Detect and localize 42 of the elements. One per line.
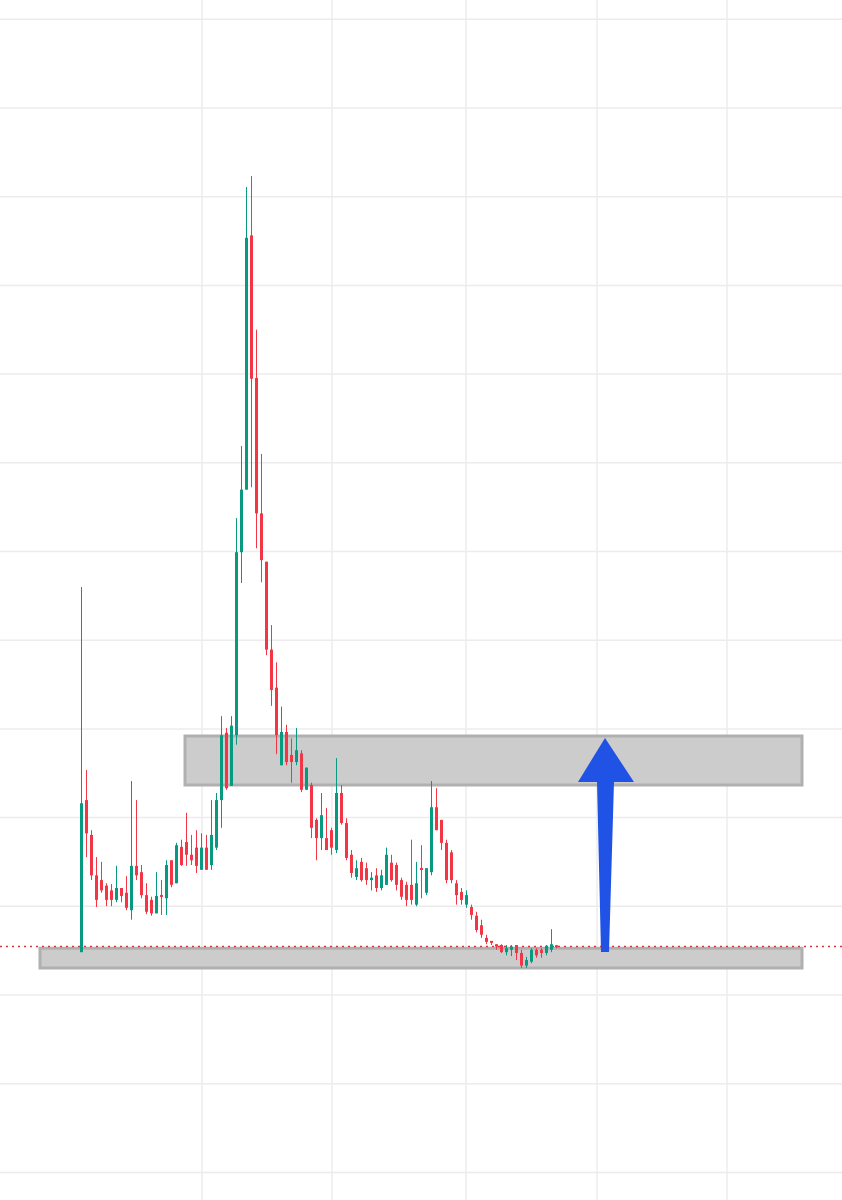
- candlestick: [180, 839, 183, 867]
- candlestick: [420, 844, 423, 899]
- candlestick: [145, 882, 148, 915]
- candlestick: [390, 854, 393, 883]
- candlestick: [295, 727, 298, 766]
- candlestick: [380, 869, 383, 891]
- candlestick: [355, 859, 358, 881]
- candlestick: [480, 919, 483, 939]
- candlestick: [400, 877, 403, 901]
- candlestick: [105, 882, 108, 907]
- candlestick: [410, 839, 413, 906]
- candlestick: [205, 834, 208, 871]
- candlestick: [405, 881, 408, 907]
- candlestick: [200, 832, 203, 871]
- candlestick: [135, 799, 138, 881]
- candlestick: [115, 865, 118, 903]
- candlestick: [415, 861, 418, 907]
- candlestick: [195, 829, 198, 874]
- candlestick: [375, 867, 378, 893]
- candlestick: [100, 861, 103, 894]
- candlestick: [550, 928, 553, 953]
- candlestick: [475, 911, 478, 933]
- candlestick: [110, 883, 113, 907]
- candlestick: [435, 787, 438, 831]
- candlestick: [155, 871, 158, 914]
- candlestick: [290, 737, 293, 784]
- candlestick: [160, 879, 163, 916]
- candlestick: [330, 827, 333, 856]
- candlestick: [520, 949, 523, 969]
- candlestick: [125, 875, 128, 911]
- candlestick: [140, 864, 143, 899]
- candlestick: [440, 819, 443, 851]
- candlestick: [365, 862, 368, 886]
- candlestick: [325, 807, 328, 851]
- candlestick: [320, 792, 323, 851]
- candlestick: [360, 857, 363, 883]
- candlestick: [395, 862, 398, 891]
- candlestick: [185, 812, 188, 867]
- candlestick: [315, 817, 318, 861]
- candlestick: [455, 879, 458, 906]
- candlestick: [350, 849, 353, 879]
- candlestick: [150, 896, 153, 917]
